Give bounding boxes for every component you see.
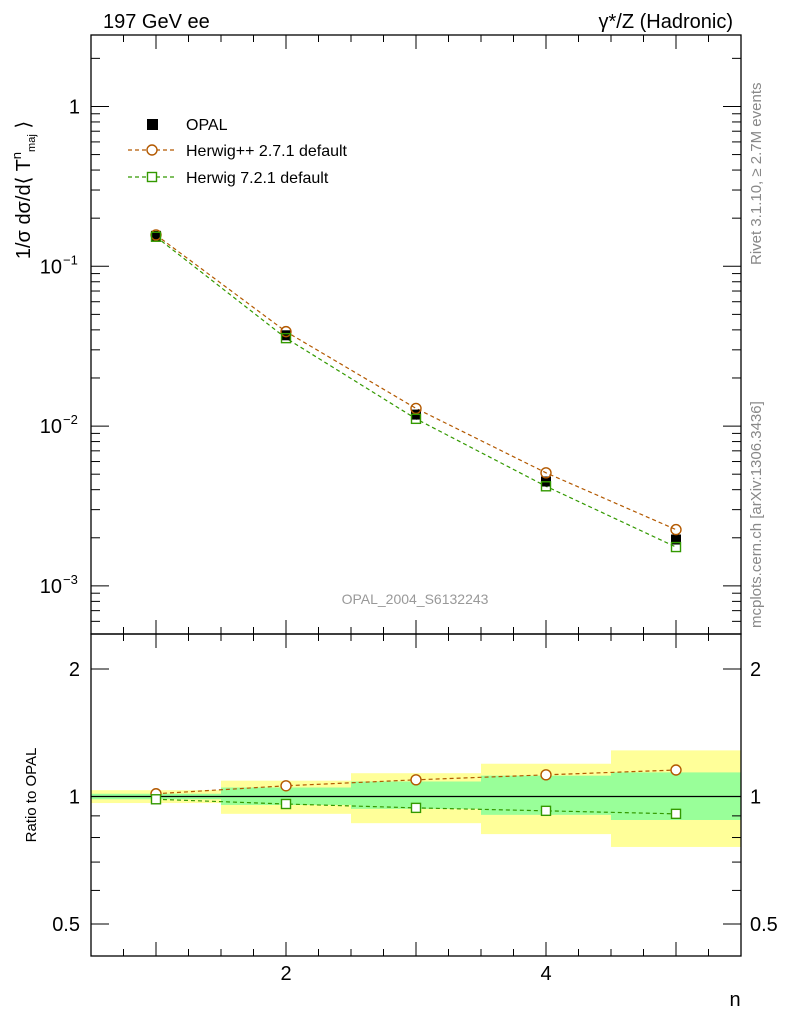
legend-label: OPAL	[186, 117, 228, 134]
ratio-y-tick-label: 1	[69, 786, 80, 808]
herwig7-point	[670, 541, 682, 553]
x-tick-label: 2	[280, 963, 291, 985]
ratio-y-tick-label-right: 1	[750, 786, 761, 808]
y-tick-exponent: −3	[63, 572, 78, 587]
ratio-herwigpp-point	[670, 764, 682, 776]
ratio-y-tick-label: 2	[69, 659, 80, 681]
ratio-y-tick-label-right: 0.5	[750, 914, 778, 936]
mc-series-line	[155, 234, 677, 531]
ratio-herwig7-point	[410, 802, 422, 814]
ratio-herwig7-point	[280, 798, 292, 810]
x-axis-label: n	[729, 989, 740, 1011]
ratio-herwigpp-point	[280, 780, 292, 792]
x-tick-label: 4	[540, 963, 551, 985]
analysis-watermark: OPAL_2004_S6132243	[342, 591, 489, 607]
ratio-line-layer	[91, 764, 741, 820]
main-ylabel: 1/σ dσ/d⟨ Tnmaj ⟩	[9, 121, 38, 259]
ratio-band-layer	[91, 750, 741, 847]
legend-label: Herwig++ 2.7.1 default	[186, 143, 348, 160]
herwig7-point	[410, 413, 422, 425]
y-tick-exponent: −1	[63, 252, 78, 267]
herwigpp-point	[410, 402, 422, 415]
opal-data-point	[281, 330, 291, 341]
herwigpp-point	[540, 467, 552, 479]
legend-herwig7-marker	[146, 171, 158, 183]
rivet-version-label: Rivet 3.1.10, ≥ 2.7M events	[748, 83, 765, 266]
legend: OPAL Herwig++ 2.7.1 default Herwig 7.2.1 d…	[128, 117, 348, 187]
herwig7-point	[150, 231, 162, 242]
ratio-herwig7-point	[540, 805, 552, 817]
svg-text:1/σ dσ/d⟨ Tnmaj ⟩: 1/σ dσ/d⟨ Tnmaj ⟩	[9, 121, 38, 259]
legend-herwigpp-marker	[146, 144, 158, 156]
source-label: mcplots.cern.ch [arXiv:1306.3436]	[748, 401, 765, 628]
ratio-y-tick-label-right: 2	[750, 659, 761, 681]
ratio-herwigpp-point	[540, 769, 552, 781]
herwig7-point	[540, 481, 552, 492]
opal-data-point	[671, 534, 681, 545]
legend-label: Herwig 7.2.1 default	[186, 170, 329, 187]
opal-data-point	[151, 230, 161, 241]
ratio-y-tick-label: 0.5	[52, 914, 80, 936]
ratio-ylabel: Ratio to OPAL	[23, 748, 40, 843]
ratio-herwig7-point	[670, 808, 682, 820]
herwig7-point	[280, 332, 292, 344]
y-tick-label: 10	[40, 576, 62, 598]
process-label: γ*/Z (Hadronic)	[599, 11, 733, 33]
energy-label: 197 GeV ee	[103, 11, 210, 33]
y-tick-label: 10	[40, 416, 62, 438]
herwigpp-point	[670, 523, 682, 536]
y-tick-label: 10	[40, 256, 62, 278]
ratio-herwigpp-point	[410, 774, 422, 786]
main-series-layer	[150, 229, 682, 553]
y-tick-label: 1	[69, 96, 80, 118]
mc-series-line	[155, 236, 677, 548]
ratio-herwig7-point	[150, 794, 162, 805]
herwigpp-point	[280, 325, 292, 338]
legend-opal-marker	[147, 119, 158, 130]
y-tick-exponent: −2	[63, 412, 78, 427]
